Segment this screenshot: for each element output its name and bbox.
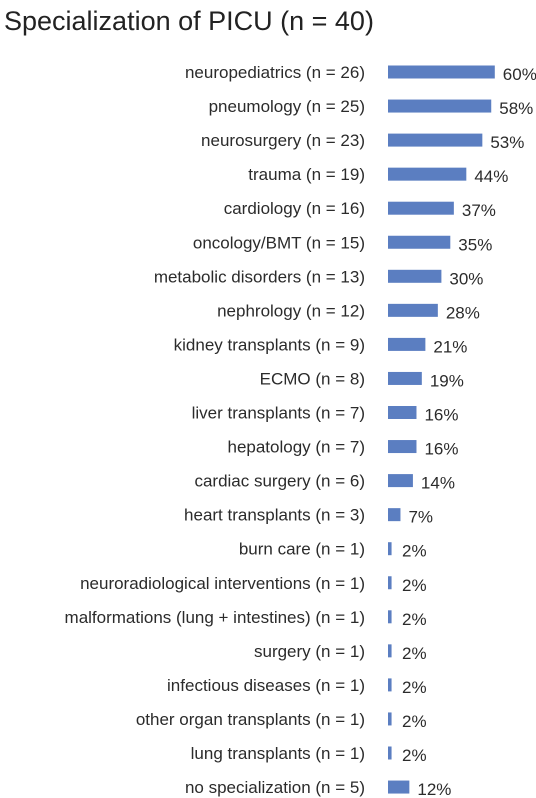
value-label: 14% [421, 474, 455, 493]
bar [388, 99, 492, 113]
value-label: 35% [458, 235, 492, 254]
value-label: 19% [430, 371, 464, 390]
category-label: neuropediatrics (n = 26) [185, 63, 365, 82]
category-label: ECMO (n = 8) [260, 369, 365, 388]
bar [388, 712, 392, 726]
category-label: heart transplants (n = 3) [184, 506, 365, 525]
value-label: 60% [503, 65, 536, 84]
value-label: 2% [402, 678, 427, 697]
category-label: liver transplants (n = 7) [192, 404, 365, 423]
category-label: infectious diseases (n = 1) [167, 676, 365, 695]
value-label: 2% [402, 644, 427, 663]
category-label: oncology/BMT (n = 15) [193, 233, 365, 252]
bar [388, 542, 392, 556]
bar [388, 576, 392, 590]
bar [388, 678, 392, 692]
bar [388, 65, 495, 79]
value-label: 30% [449, 269, 483, 288]
category-label: burn care (n = 1) [239, 540, 365, 559]
value-label: 53% [490, 133, 524, 152]
bar [388, 371, 422, 385]
category-label: neurosurgery (n = 23) [201, 131, 365, 150]
bar [388, 440, 417, 454]
category-label: other organ transplants (n = 1) [136, 710, 365, 729]
value-label: 58% [499, 99, 533, 118]
value-label: 28% [446, 303, 480, 322]
category-label: malformations (lung + intestines) (n = 1… [65, 608, 365, 627]
category-label: kidney transplants (n = 9) [174, 335, 365, 354]
category-label: cardiac surgery (n = 6) [194, 472, 365, 491]
category-label: cardiology (n = 16) [224, 199, 365, 218]
bar [388, 167, 467, 181]
value-label: 16% [424, 440, 458, 459]
category-label: trauma (n = 19) [248, 165, 365, 184]
value-label: 7% [408, 508, 433, 527]
category-label: nephrology (n = 12) [217, 301, 365, 320]
bar [388, 644, 392, 658]
value-label: 16% [424, 406, 458, 425]
category-label: neuroradiological interventions (n = 1) [80, 574, 365, 593]
bar [388, 133, 483, 147]
value-label: 2% [402, 576, 427, 595]
category-label: pneumology (n = 25) [209, 97, 365, 116]
category-label: metabolic disorders (n = 13) [154, 267, 365, 286]
chart-title: Specialization of PICU (n = 40) [4, 6, 374, 36]
category-label: lung transplants (n = 1) [191, 744, 365, 763]
category-label: surgery (n = 1) [254, 642, 365, 661]
bar [388, 337, 426, 351]
bar [388, 508, 401, 522]
bar [388, 303, 438, 317]
value-label: 37% [462, 201, 496, 220]
bar [388, 201, 454, 215]
bar [388, 406, 417, 419]
value-label: 2% [402, 712, 427, 731]
value-label: 2% [402, 746, 427, 765]
bar [388, 235, 451, 249]
bar [388, 746, 392, 760]
value-label: 12% [417, 780, 451, 798]
category-label: no specialization (n = 5) [185, 778, 365, 797]
bar [388, 474, 413, 488]
bar [388, 610, 392, 624]
category-label: hepatology (n = 7) [227, 438, 365, 457]
bar [388, 269, 442, 283]
bar [388, 780, 410, 794]
value-label: 21% [433, 337, 467, 356]
value-label: 44% [474, 167, 508, 186]
value-label: 2% [402, 610, 427, 629]
value-label: 2% [402, 542, 427, 561]
